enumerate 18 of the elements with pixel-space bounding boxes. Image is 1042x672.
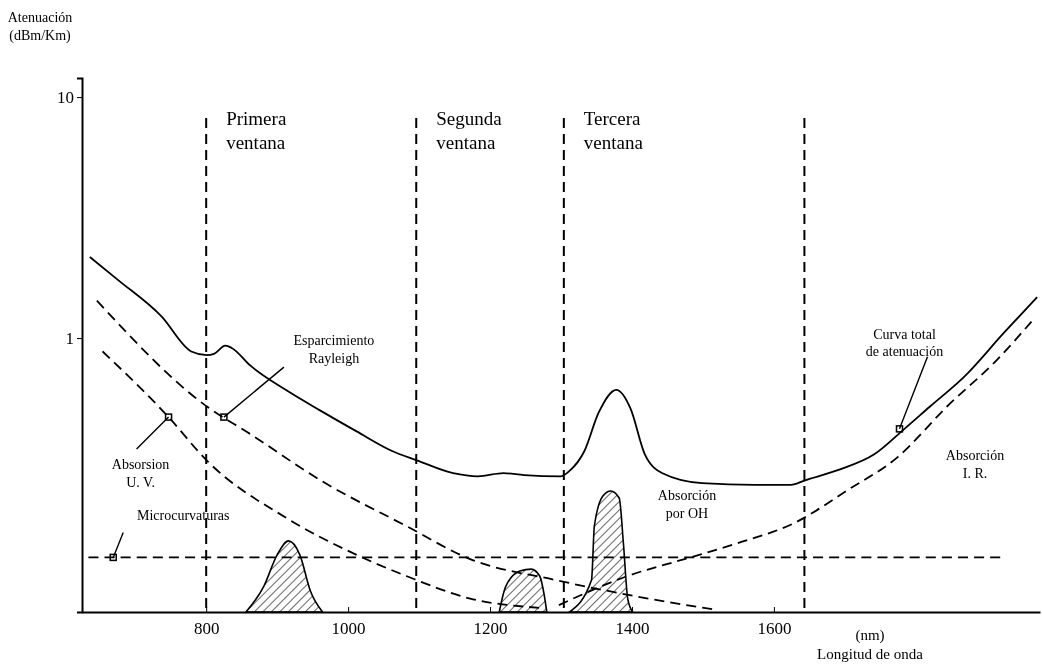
x-tick-label: 1400	[615, 618, 650, 638]
annotation: Absorsion U. V.	[111, 457, 170, 490]
annotation: Absorción I. R.	[945, 448, 1005, 481]
ref-line-label: Primera ventana	[226, 108, 287, 153]
x-tick-label: 800	[193, 618, 220, 638]
x-tick-label: 1600	[757, 618, 792, 638]
x-tick-label: 1200	[473, 618, 508, 638]
y-axis-title: Atenuación (dBm/Km)	[7, 10, 73, 44]
y-tick-label: 10	[57, 88, 74, 108]
annotation: Esparcimiento Rayleigh	[293, 333, 375, 366]
ref-line-label: Tercera ventana	[583, 108, 644, 153]
annotation: Curva total de atenuación	[865, 326, 944, 360]
ref-line-label: Segunda ventana	[436, 108, 503, 153]
x-tick-label: 1000	[331, 618, 366, 638]
annotation: Absorción por OH	[657, 488, 717, 521]
x-axis-title: (nm) Longitud de onda	[817, 627, 924, 662]
annotation: Microcurvaturas	[136, 508, 230, 524]
y-tick-label: 1	[65, 329, 74, 349]
